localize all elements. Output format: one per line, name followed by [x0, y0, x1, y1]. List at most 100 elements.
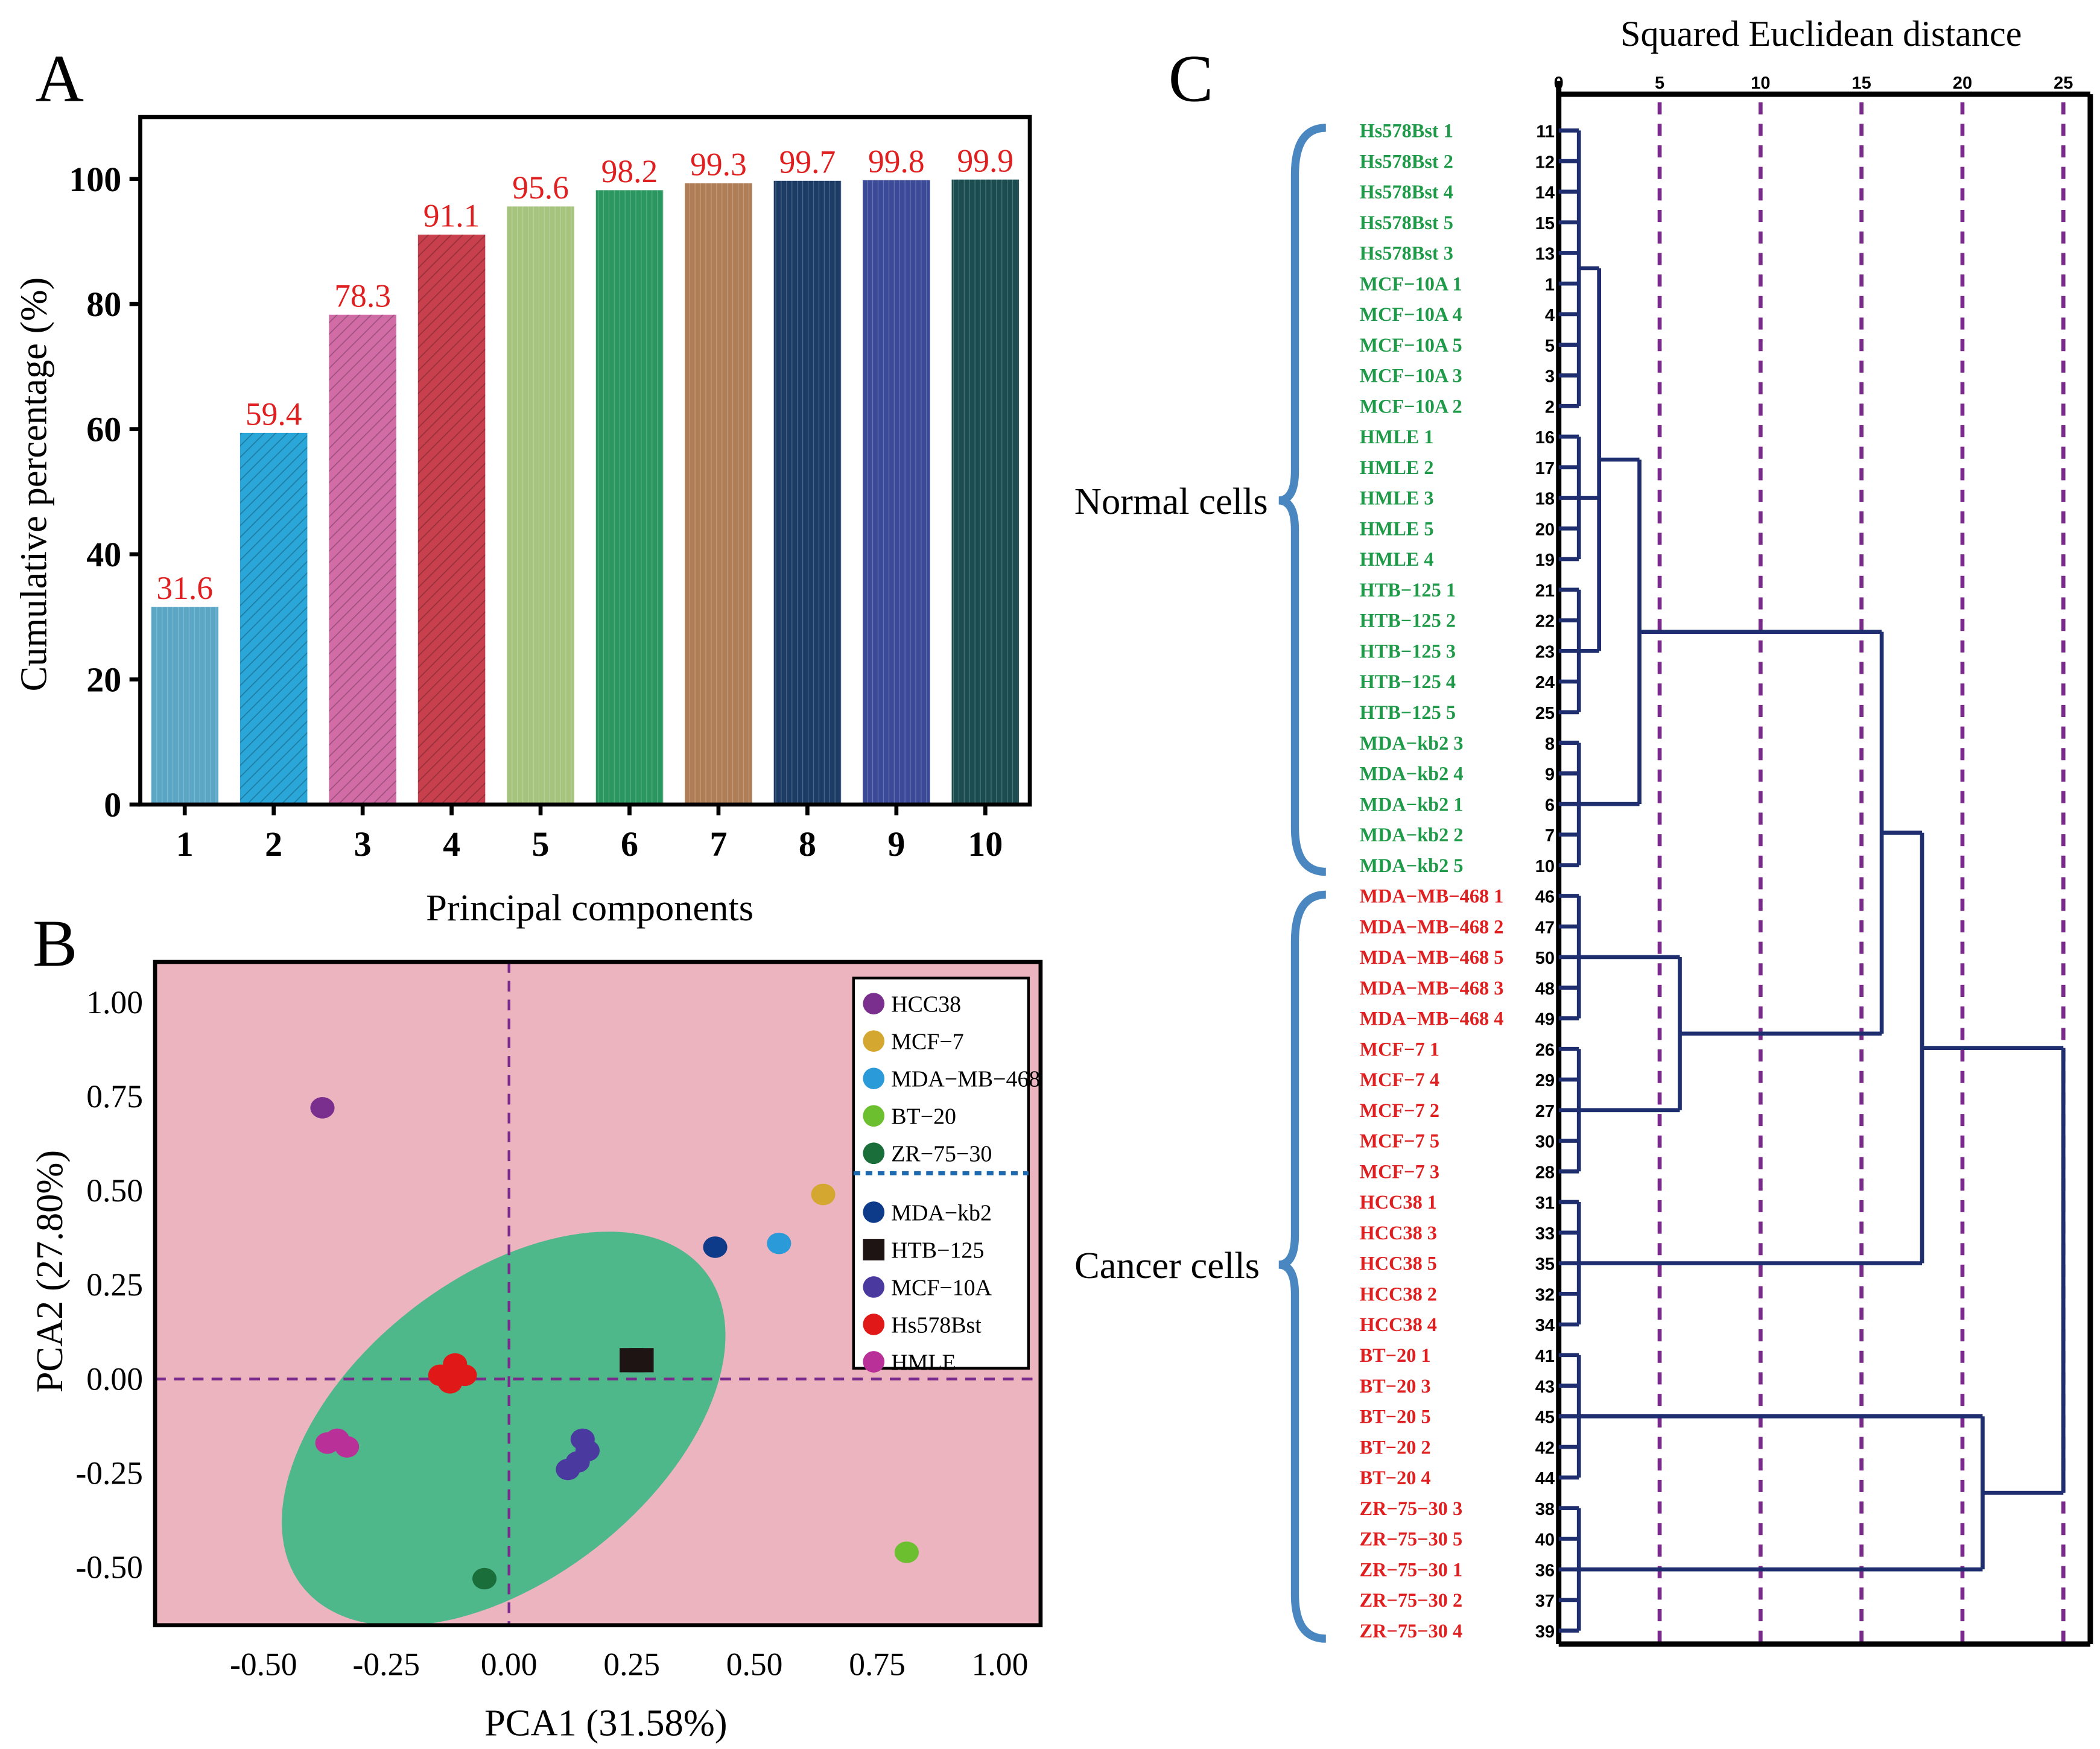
dendrogram-panel: Squared Euclidean distance 0 5 10 15 20 25 Hs… — [1074, 14, 2093, 1647]
legend-label: BT−20 — [891, 1104, 956, 1130]
leaf-id: 40 — [1535, 1531, 1555, 1550]
leaf-label: HMLE 1 — [1360, 426, 1434, 448]
leaf-label: HMLE 2 — [1360, 457, 1434, 478]
leaf-label: MDA−kb2 2 — [1360, 824, 1464, 846]
x-tick-label: 0.75 — [849, 1646, 906, 1682]
x-tick-label: 15 — [1852, 74, 1871, 93]
legend-label: ZR−75−30 — [891, 1142, 992, 1167]
y-tick-label: 0.50 — [86, 1172, 143, 1209]
leaf-label: MCF−7 4 — [1360, 1069, 1439, 1090]
leaf-id: 48 — [1535, 979, 1555, 999]
y-tick-label: 0.75 — [86, 1078, 143, 1115]
x-tick-label: 6 — [621, 824, 638, 864]
leaf-id: 21 — [1535, 581, 1555, 601]
bar-texture — [417, 235, 486, 805]
normal-cells-label: Normal cells — [1074, 480, 1268, 522]
legend-label: HCC38 — [891, 992, 961, 1017]
legend-marker — [863, 1276, 885, 1298]
bar-texture — [240, 432, 308, 805]
leaf-label: MCF−7 1 — [1360, 1038, 1439, 1060]
leaf-label: HTB−125 2 — [1360, 610, 1456, 631]
leaf-label: HCC38 3 — [1360, 1222, 1437, 1244]
legend-marker — [863, 1105, 885, 1127]
leaf-label: HTB−125 5 — [1360, 701, 1456, 723]
leaf-id: 34 — [1535, 1316, 1555, 1335]
legend-label: HMLE — [891, 1350, 956, 1375]
data-point — [629, 1348, 654, 1373]
leaf-label: BT−20 1 — [1360, 1344, 1431, 1366]
leaf-id: 16 — [1535, 428, 1555, 448]
leaf-id: 2 — [1545, 397, 1555, 417]
y-axis-label: Cumulative percentage (%) — [12, 277, 54, 692]
bar-value-label: 91.1 — [423, 198, 480, 234]
leaf-label: HCC38 5 — [1360, 1253, 1437, 1274]
leaf-id: 15 — [1535, 214, 1555, 233]
y-tick-label: 100 — [69, 160, 121, 199]
dendrogram-title: Squared Euclidean distance — [1620, 14, 2022, 54]
x-tick-label: 0.00 — [481, 1646, 538, 1682]
bar-chart-panel: 0 20 40 60 80 100 31.6 1 59.4 2 78.3 3 91.1 4 95.6 5 98.… — [12, 115, 1032, 929]
leaf-label: Hs578Bst 5 — [1360, 212, 1453, 233]
bar-value-label: 31.6 — [156, 570, 213, 606]
leaf-label: HMLE 5 — [1360, 517, 1434, 539]
leaf-label: Hs578Bst 1 — [1360, 120, 1453, 142]
y-tick-label: -0.50 — [75, 1549, 142, 1586]
leaf-id: 6 — [1545, 795, 1555, 815]
bar-texture — [685, 183, 752, 805]
x-tick-label: 5 — [1655, 74, 1664, 93]
leaf-label: BT−20 5 — [1360, 1406, 1431, 1428]
leaf-id: 33 — [1535, 1224, 1555, 1244]
bar-value-label: 59.4 — [246, 396, 302, 432]
leaf-id: 47 — [1535, 918, 1555, 937]
leaf-id: 43 — [1535, 1377, 1555, 1397]
bar-texture — [329, 314, 396, 805]
leaf-label: MDA−MB−468 5 — [1360, 946, 1504, 968]
leaf-id: 8 — [1545, 735, 1555, 754]
x-tick-label: 10 — [1751, 74, 1770, 93]
leaf-id: 20 — [1535, 520, 1555, 539]
legend-marker — [863, 1067, 885, 1090]
legend-label: MCF−10A — [891, 1275, 992, 1300]
leaf-id: 13 — [1535, 245, 1555, 264]
bar-texture — [595, 190, 664, 805]
leaf-label: MCF−10A 5 — [1360, 334, 1462, 356]
leaf-id: 45 — [1535, 1408, 1555, 1428]
legend-marker — [863, 1201, 885, 1223]
data-point — [437, 1371, 463, 1394]
leaf-id: 49 — [1535, 1010, 1555, 1029]
bar-plot-frame — [138, 115, 1032, 807]
legend-label: MCF−7 — [891, 1029, 963, 1055]
leaf-label: ZR−75−30 3 — [1360, 1498, 1463, 1519]
leaf-label: HMLE 4 — [1360, 548, 1434, 570]
leaf-label: Hs578Bst 3 — [1360, 242, 1453, 264]
leaf-label: HTB−125 3 — [1360, 640, 1456, 662]
leaf-label: MDA−kb2 1 — [1360, 793, 1464, 815]
leaf-id: 28 — [1535, 1163, 1555, 1182]
leaf-label: MDA−MB−468 3 — [1360, 977, 1504, 999]
legend-marker — [863, 993, 885, 1014]
leaf-label: MDA−MB−468 1 — [1360, 885, 1504, 907]
panel-label-b: B — [33, 907, 77, 981]
y-tick-label: 80 — [86, 285, 121, 324]
legend-label: HTB−125 — [891, 1238, 984, 1263]
leaf-id: 4 — [1545, 306, 1555, 325]
bar-value-label: 99.3 — [690, 147, 747, 183]
x-tick-label: 5 — [532, 824, 550, 864]
leaf-label: MCF−7 3 — [1360, 1160, 1439, 1182]
y-tick-label: 20 — [86, 660, 121, 700]
leaf-label: ZR−75−30 2 — [1360, 1589, 1463, 1611]
leaf-label: MDA−MB−468 4 — [1360, 1008, 1504, 1029]
leaf-id: 19 — [1535, 551, 1555, 570]
bar-texture — [951, 179, 1020, 805]
y-tick-label: 60 — [86, 410, 121, 449]
leaf-label: MDA−kb2 3 — [1360, 732, 1464, 754]
x-tick-label: 0.50 — [726, 1646, 783, 1682]
leaf-label: HMLE 3 — [1360, 487, 1434, 509]
y-tick-label: 1.00 — [86, 984, 143, 1020]
leaf-label: Hs578Bst 4 — [1360, 181, 1453, 203]
leaf-label: MCF−10A 1 — [1360, 273, 1462, 294]
leaf-id: 17 — [1535, 459, 1555, 478]
bar-value-label: 99.8 — [868, 143, 925, 179]
leaf-label: BT−20 3 — [1360, 1375, 1431, 1397]
x-tick-label: 1.00 — [972, 1646, 1029, 1682]
